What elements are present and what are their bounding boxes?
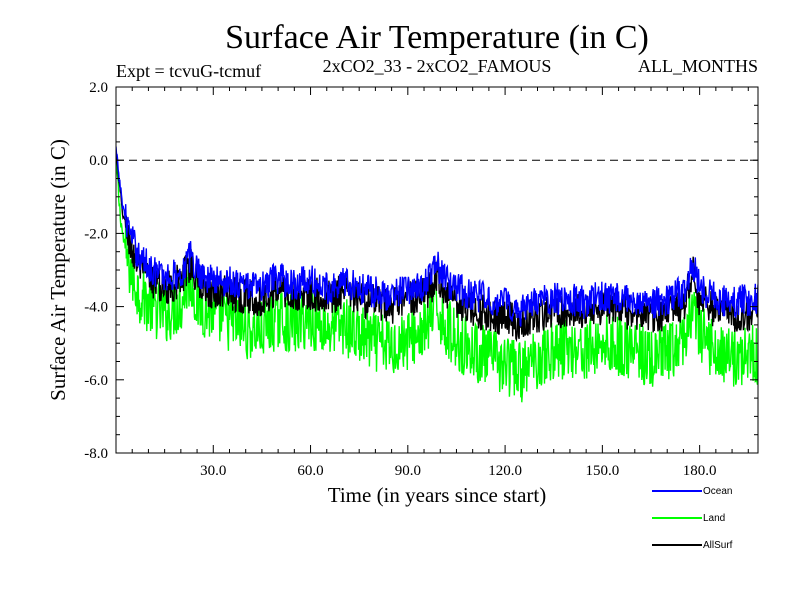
x-axis-label: Time (in years since start) [328, 483, 547, 507]
legend: Ocean Land AllSurf [652, 486, 733, 551]
y-tick-label: 2.0 [89, 80, 108, 96]
months-label: ALL_MONTHS [638, 56, 758, 76]
y-axis: 2.0 0.0 -2.0 -4.0 -6.0 -8.0 [84, 80, 758, 462]
x-tick-label: 60.0 [297, 463, 323, 479]
legend-label-land: Land [703, 513, 725, 524]
series-line-ocean [116, 146, 758, 327]
legend-label-allsurf: AllSurf [703, 540, 733, 551]
chart-title: Surface Air Temperature (in C) [225, 19, 649, 56]
y-tick-label: -6.0 [84, 373, 108, 389]
experiment-label: Expt = tcvuG-tcmuf [116, 61, 261, 81]
y-tick-label: -4.0 [84, 300, 108, 316]
y-tick-label: 0.0 [89, 153, 108, 169]
x-tick-label: 120.0 [488, 463, 522, 479]
y-tick-label: -2.0 [84, 226, 108, 242]
x-tick-label: 90.0 [395, 463, 421, 479]
x-tick-label: 150.0 [585, 463, 619, 479]
series-line-land [116, 153, 758, 403]
legend-label-ocean: Ocean [703, 486, 732, 497]
y-tick-label: -8.0 [84, 446, 108, 462]
x-tick-label: 180.0 [683, 463, 717, 479]
x-axis: 30.0 60.0 90.0 120.0 150.0 180.0 [131, 87, 749, 479]
x-tick-label: 30.0 [200, 463, 226, 479]
series-layer [116, 146, 758, 403]
comparison-label: 2xCO2_33 - 2xCO2_FAMOUS [323, 56, 552, 76]
y-axis-label: Surface Air Temperature (in C) [46, 139, 70, 401]
